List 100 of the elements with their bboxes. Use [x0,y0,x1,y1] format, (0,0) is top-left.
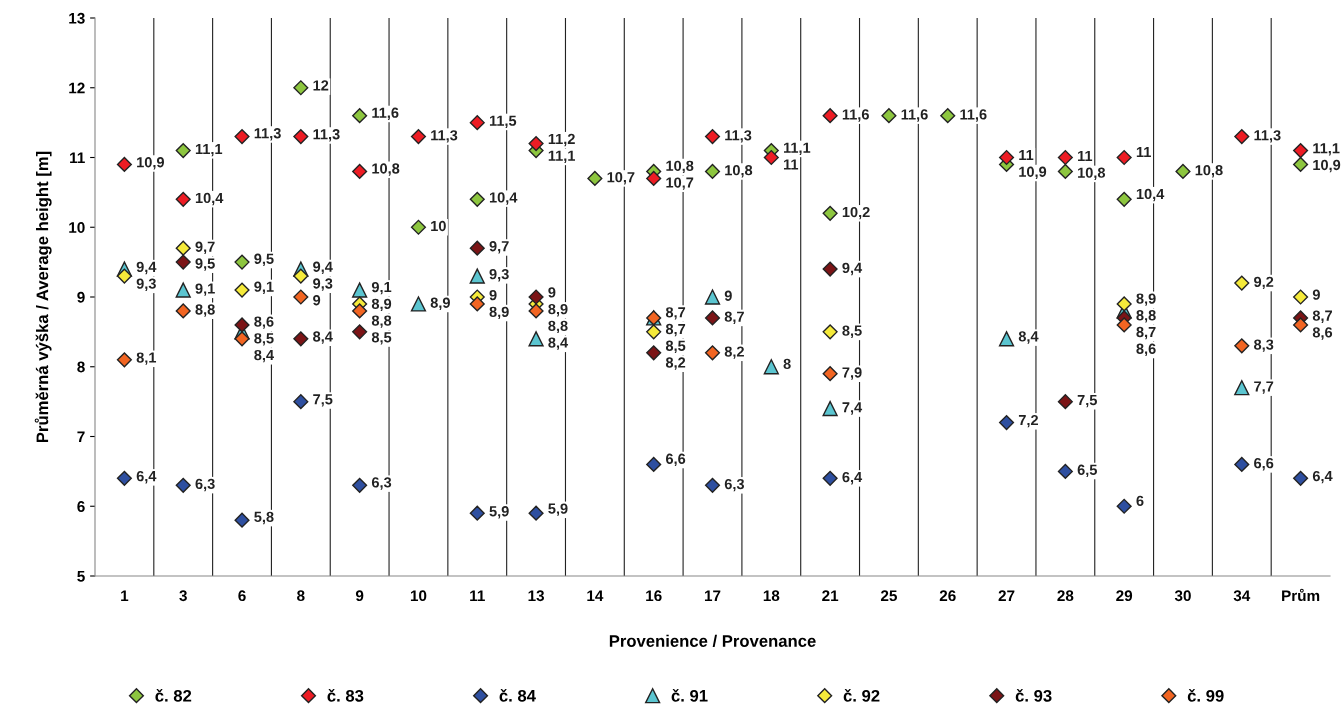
data-label: 11,3 [431,130,458,143]
data-label: 9 [313,295,321,306]
data-label: 8,2 [665,357,686,370]
data-label: 11,1 [1313,143,1340,156]
data-label: 7,5 [1077,395,1097,408]
x-tick-label: 28 [1057,590,1074,602]
x-tick-label: 6 [238,590,246,602]
data-label: 10,7 [666,177,694,190]
data-label: 11,3 [1254,130,1281,143]
data-label: 7,4 [842,402,863,415]
data-label: 9,1 [371,281,392,295]
legend-label: č. 84 [499,689,536,702]
data-label: 8,5 [842,325,862,338]
data-label: 9,2 [1254,276,1274,290]
y-tick-label: 7 [77,431,85,443]
data-label: 10,8 [1078,167,1106,180]
y-tick-label: 6 [77,501,85,512]
data-label: 9,3 [136,278,156,291]
data-label: 6,6 [1254,457,1274,471]
data-label: 9,5 [254,253,274,267]
data-label: 8,7 [665,307,686,320]
y-tick-label: 10 [69,222,85,233]
data-label: 10,7 [607,172,635,185]
data-label: 11 [783,159,799,170]
data-label: 8,7 [1312,310,1332,323]
data-label: 6 [1136,495,1144,506]
data-label: 8,4 [313,331,333,344]
legend-label: č. 83 [327,689,364,702]
data-label: 9,4 [842,262,863,276]
x-tick-label: 21 [822,590,839,601]
data-label: 10,4 [489,192,518,205]
y-tick-label: 5 [77,571,85,582]
x-tick-label: 14 [587,590,604,601]
data-label: 9 [548,287,556,298]
data-label: 8,9 [489,306,509,320]
data-label: 8,5 [665,340,686,354]
data-label: 6,3 [195,478,215,492]
data-label: 5,9 [548,503,568,516]
x-tick-label: 29 [1116,590,1133,602]
x-tick-label: 13 [528,590,545,602]
data-label: 10,8 [725,165,753,178]
data-label: 8,6 [1136,343,1156,357]
data-label: 8,4 [548,337,569,350]
data-label: 9,3 [489,268,509,282]
x-tick-label: 1 [121,590,129,601]
data-label: 5,9 [489,506,509,519]
data-label: 11 [1136,147,1151,158]
data-label: 6,3 [371,477,392,490]
data-label: 10,4 [1136,188,1165,202]
data-label: 11,6 [901,109,928,122]
data-label: 11,2 [548,133,575,147]
data-label: 11 [1019,150,1034,161]
x-tick-label: 30 [1174,590,1191,602]
legend-label: č. 92 [843,689,880,702]
data-label: 8,3 [1254,339,1274,352]
data-label: 8 [783,358,791,370]
data-label: 11,6 [372,107,399,120]
data-label: 9 [1312,289,1320,300]
data-label: 8,1 [136,352,157,365]
data-label: 8,6 [254,316,274,329]
data-label: 8,7 [724,311,744,324]
y-tick-label: 8 [77,361,85,373]
data-label: 10,9 [1313,159,1341,173]
x-tick-label: 25 [880,590,897,602]
data-label: 7,5 [313,394,333,407]
data-label: 8,7 [665,323,686,337]
data-label: 9 [489,289,497,301]
data-label: 10,9 [1019,166,1047,180]
data-label: 8,4 [1018,331,1039,344]
data-label: 9,7 [489,241,509,254]
data-label: 11,1 [783,142,811,155]
data-label: 8,4 [254,349,274,363]
data-label: 10,8 [372,163,400,176]
data-label: 11,1 [195,144,223,157]
x-tick-label: 8 [297,590,305,602]
x-axis-title: Provenience / Provenance [609,634,816,648]
data-label: 12 [313,80,329,91]
data-label: 11,1 [548,150,576,163]
data-label: 11,5 [489,115,517,128]
data-label: 8,5 [371,332,392,345]
data-label: 11,6 [960,109,987,122]
legend-label: č. 82 [155,689,192,702]
data-label: 8,9 [548,303,568,317]
data-label: 9 [724,290,732,301]
data-label: 10,2 [842,206,870,220]
data-label: 6,4 [1312,470,1333,484]
data-label: 8,8 [1136,310,1156,323]
x-tick-label: 3 [179,590,187,602]
x-tick-label: 18 [763,590,780,602]
data-label: 7,2 [1018,414,1038,428]
data-label: 9,3 [313,278,333,291]
data-label: 6,5 [1077,464,1097,478]
data-label: 9,1 [254,281,274,294]
data-label: 11,6 [842,109,869,122]
data-label: 10,8 [666,160,694,174]
data-label: 8,9 [430,297,450,310]
data-label: 9,1 [195,283,215,296]
data-label: 9,5 [195,258,215,271]
legend-label: č. 91 [671,689,708,702]
data-label: 10,9 [137,157,165,170]
